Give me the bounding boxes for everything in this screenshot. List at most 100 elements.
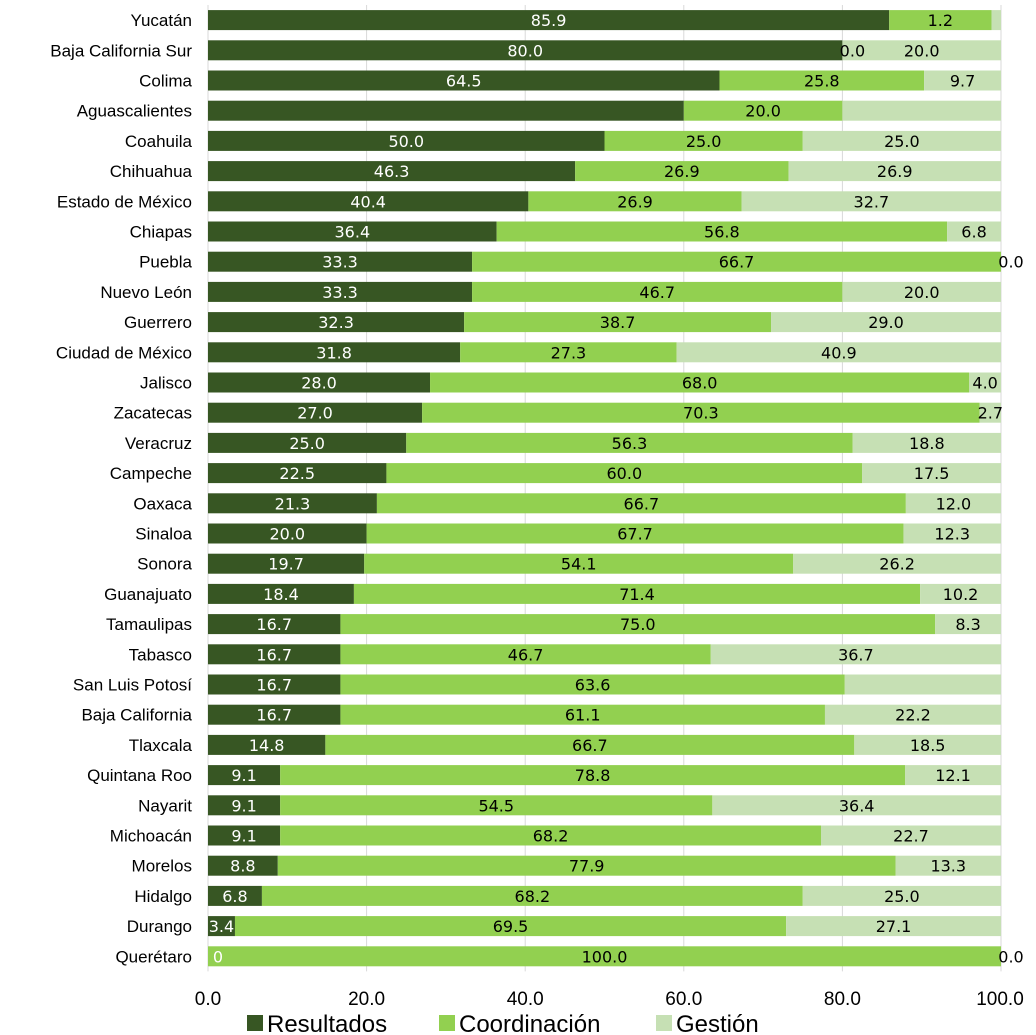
data-label-gestión-19: 10.2 (943, 585, 979, 604)
data-label-resultados-13: 27.0 (297, 404, 333, 423)
bar-gestión-29 (802, 885, 1001, 906)
bar-gestión-11 (676, 342, 1001, 363)
category-label-25: Quintana Roo (87, 766, 192, 785)
data-label-resultados-20: 16.7 (256, 615, 292, 634)
x-tick-label-3: 60.0 (665, 989, 702, 1010)
bar-gestión-25 (905, 765, 1001, 786)
data-label-coordinación-18: 54.1 (561, 555, 597, 574)
legend-swatch-gestión (656, 1015, 672, 1031)
bar-resultados-23 (208, 704, 341, 725)
bar-resultados-18 (208, 553, 365, 574)
bar-coordinación-3 (683, 100, 843, 121)
data-label-resultados-14: 25.0 (289, 434, 325, 453)
bar-gestión-16 (905, 493, 1001, 514)
data-label-gestión-6: 32.7 (854, 192, 890, 211)
category-label-21: Tabasco (129, 645, 192, 664)
data-label-coordinación-17: 67.7 (617, 525, 653, 544)
data-label-coordinación-13: 70.3 (683, 404, 719, 423)
data-label-gestión-12: 4.0 (972, 374, 997, 393)
data-label-gestión-15: 17.5 (914, 464, 950, 483)
category-label-12: Jalisco (140, 374, 192, 393)
data-label-coordinación-27: 68.2 (533, 827, 569, 846)
category-label-18: Sonora (137, 555, 192, 574)
data-label-resultados-11: 31.8 (316, 343, 352, 362)
bar-gestión-24 (854, 734, 1001, 755)
category-label-0: Yucatán (131, 11, 192, 30)
data-label-resultados-24: 14.8 (249, 736, 285, 755)
data-label-coordinación-14: 56.3 (612, 434, 648, 453)
bar-coordinación-25 (280, 765, 906, 786)
x-tick-label-0: 0.0 (195, 989, 221, 1010)
bar-resultados-24 (208, 734, 326, 755)
data-label-gestión-30: 27.1 (876, 917, 912, 936)
data-label-gestión-18: 26.2 (879, 555, 915, 574)
category-label-22: San Luis Potosí (73, 676, 192, 695)
data-label-coordinación-22: 63.6 (575, 676, 611, 695)
bar-gestión-21 (710, 644, 1001, 665)
bar-coordinación-10 (464, 312, 772, 333)
bar-resultados-16 (208, 493, 377, 514)
legend-label-coordinación: Coordinación (459, 1011, 600, 1035)
data-label-gestión-10: 29.0 (868, 313, 904, 332)
data-label-resultados-2: 64.5 (446, 72, 482, 91)
bar-coordinación-27 (280, 825, 821, 846)
bar-coordinación-5 (575, 161, 789, 182)
bar-coordinación-2 (719, 70, 925, 91)
category-label-15: Campeche (110, 464, 192, 483)
category-label-10: Guerrero (124, 313, 192, 332)
data-label-gestión-11: 40.9 (821, 343, 857, 362)
data-label-gestión-7: 6.8 (961, 223, 986, 242)
bar-resultados-28 (208, 855, 278, 876)
data-label-gestión-25: 12.1 (935, 766, 971, 785)
data-label-gestión-29: 25.0 (884, 887, 920, 906)
bar-gestión-22 (844, 674, 1001, 695)
legend: Resultados Coordinación Gestión (247, 1011, 759, 1035)
data-label-gestión-21: 36.7 (838, 645, 874, 664)
bar-coordinación-0 (889, 10, 992, 31)
bar-gestión-3 (842, 100, 1001, 121)
category-label-17: Sinaloa (135, 525, 192, 544)
bar-resultados-14 (208, 432, 407, 453)
bar-gestión-6 (741, 191, 1001, 212)
bar-gestión-5 (788, 161, 1001, 182)
bar-coordinación-26 (280, 795, 713, 816)
data-label-resultados-25: 9.1 (231, 766, 256, 785)
bar-resultados-4 (208, 130, 605, 151)
data-label-resultados-15: 22.5 (279, 464, 315, 483)
legend-label-resultados: Resultados (267, 1011, 387, 1035)
x-tick-label-2: 40.0 (507, 989, 544, 1010)
data-label-coordinación-5: 26.9 (664, 162, 700, 181)
bar-resultados-8 (208, 251, 473, 272)
category-label-16: Oaxaca (133, 494, 192, 513)
bar-resultados-12 (208, 372, 431, 393)
data-label-coordinación-24: 66.7 (572, 736, 608, 755)
bar-resultados-29 (208, 885, 262, 906)
category-label-14: Veracruz (125, 434, 192, 453)
bar-resultados-7 (208, 221, 497, 242)
category-label-31: Querétaro (115, 947, 192, 966)
bar-gestión-0 (991, 10, 1001, 31)
data-label-coordinación-29: 68.2 (515, 887, 551, 906)
bar-gestión-17 (903, 523, 1001, 544)
legend-swatch-resultados (247, 1015, 263, 1031)
category-label-5: Chihuahua (110, 162, 193, 181)
data-label-gestión-9: 20.0 (904, 283, 940, 302)
data-label-resultados-10: 32.3 (318, 313, 354, 332)
bar-resultados-1 (208, 40, 843, 61)
data-label-resultados-6: 40.4 (350, 192, 386, 211)
bar-gestión-27 (820, 825, 1001, 846)
data-label-resultados-29: 6.8 (222, 887, 247, 906)
bar-coordinación-29 (261, 885, 803, 906)
data-label-coordinación-23: 61.1 (565, 706, 601, 725)
bar-coordinación-18 (364, 553, 794, 574)
data-label-coordinación-4: 25.0 (686, 132, 722, 151)
bar-coordinación-8 (472, 251, 1002, 272)
data-label-resultados-27: 9.1 (231, 827, 256, 846)
bars (208, 10, 1002, 967)
category-label-4: Coahuila (125, 132, 193, 151)
data-label-gestión-13: 2.7 (978, 404, 1003, 423)
bar-gestión-4 (802, 130, 1001, 151)
data-label-coordinación-2: 25.8 (804, 72, 840, 91)
bar-coordinación-20 (340, 614, 936, 635)
data-label-coordinación-26: 54.5 (478, 796, 514, 815)
